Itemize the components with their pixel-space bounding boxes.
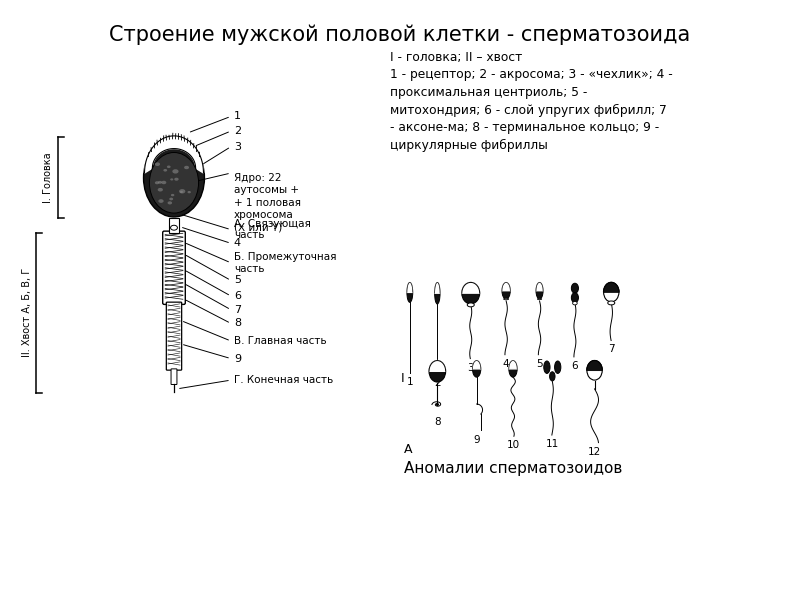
- Ellipse shape: [167, 171, 174, 175]
- Ellipse shape: [550, 372, 555, 381]
- Polygon shape: [536, 283, 543, 291]
- Ellipse shape: [608, 301, 614, 305]
- Ellipse shape: [143, 139, 205, 217]
- Ellipse shape: [183, 164, 189, 168]
- Polygon shape: [502, 283, 510, 291]
- Text: 10: 10: [506, 440, 519, 450]
- Ellipse shape: [573, 301, 578, 305]
- Polygon shape: [145, 136, 203, 173]
- Text: 1: 1: [234, 112, 241, 121]
- Text: 3: 3: [467, 362, 474, 373]
- Ellipse shape: [176, 188, 180, 191]
- Text: 8: 8: [234, 319, 241, 328]
- Text: Ядро: 22
аутосомы +
+ 1 половая
хромосома
(Х или Y): Ядро: 22 аутосомы + + 1 половая хромосом…: [234, 173, 301, 233]
- Ellipse shape: [160, 185, 163, 187]
- Text: 11: 11: [546, 439, 559, 449]
- Ellipse shape: [434, 283, 440, 304]
- Text: I: I: [401, 372, 405, 385]
- Text: II. Хвост А, Б, В, Г: II. Хвост А, Б, В, Г: [22, 268, 31, 358]
- Text: 5: 5: [536, 359, 543, 368]
- Ellipse shape: [167, 166, 173, 170]
- Text: А. Связующая
часть: А. Связующая часть: [234, 219, 311, 241]
- FancyBboxPatch shape: [166, 302, 182, 370]
- Ellipse shape: [186, 182, 192, 185]
- Text: 12: 12: [588, 446, 601, 457]
- Polygon shape: [434, 283, 440, 293]
- Text: Б. Промежуточная
часть: Б. Промежуточная часть: [234, 252, 337, 274]
- Text: 2: 2: [234, 126, 241, 136]
- Ellipse shape: [587, 361, 602, 380]
- Text: А: А: [404, 443, 412, 456]
- Text: 2: 2: [434, 378, 441, 388]
- Ellipse shape: [604, 283, 619, 302]
- Text: 3: 3: [234, 142, 241, 152]
- Text: 6: 6: [234, 291, 241, 301]
- Ellipse shape: [473, 361, 481, 377]
- Ellipse shape: [174, 168, 177, 170]
- Text: I. Головка: I. Головка: [43, 152, 53, 203]
- Ellipse shape: [504, 298, 509, 300]
- Ellipse shape: [544, 361, 550, 373]
- Ellipse shape: [150, 152, 198, 213]
- Polygon shape: [509, 361, 517, 369]
- Ellipse shape: [163, 187, 168, 190]
- Ellipse shape: [571, 283, 578, 293]
- Text: В. Главная часть: В. Главная часть: [234, 336, 326, 346]
- Text: I - головка; II – хвост
1 - рецептор; 2 - акросома; 3 - «чехлик»; 4 -
проксималь: I - головка; II – хвост 1 - рецептор; 2 …: [390, 51, 673, 152]
- Polygon shape: [473, 361, 481, 369]
- FancyBboxPatch shape: [169, 218, 179, 233]
- Ellipse shape: [502, 283, 510, 299]
- Ellipse shape: [188, 191, 193, 194]
- Ellipse shape: [554, 361, 561, 373]
- Polygon shape: [407, 283, 413, 292]
- Text: 7: 7: [608, 344, 614, 355]
- FancyBboxPatch shape: [171, 369, 177, 385]
- Text: Аномалии сперматозоидов: Аномалии сперматозоидов: [404, 461, 622, 476]
- Ellipse shape: [173, 170, 177, 173]
- Ellipse shape: [155, 166, 161, 170]
- Ellipse shape: [158, 193, 162, 196]
- Polygon shape: [587, 361, 602, 370]
- Ellipse shape: [536, 283, 543, 299]
- Text: 9: 9: [234, 353, 241, 364]
- Ellipse shape: [467, 303, 474, 307]
- Ellipse shape: [168, 187, 172, 190]
- Ellipse shape: [187, 182, 190, 185]
- Text: 9: 9: [474, 435, 480, 445]
- Ellipse shape: [170, 225, 178, 230]
- Ellipse shape: [161, 166, 166, 170]
- Ellipse shape: [462, 283, 480, 304]
- Text: 7: 7: [234, 305, 241, 315]
- Text: 6: 6: [571, 361, 578, 371]
- Ellipse shape: [509, 361, 517, 377]
- Ellipse shape: [173, 194, 176, 196]
- Ellipse shape: [407, 283, 413, 302]
- Text: 8: 8: [434, 417, 441, 427]
- Polygon shape: [429, 361, 446, 371]
- Ellipse shape: [429, 361, 446, 382]
- Ellipse shape: [571, 293, 578, 302]
- Ellipse shape: [187, 196, 191, 199]
- Text: 5: 5: [234, 275, 241, 286]
- Text: 1: 1: [406, 377, 413, 386]
- Ellipse shape: [178, 185, 183, 188]
- Text: Г. Конечная часть: Г. Конечная часть: [234, 375, 333, 385]
- Text: 4: 4: [234, 238, 241, 248]
- Polygon shape: [462, 283, 480, 293]
- FancyBboxPatch shape: [162, 231, 186, 304]
- Text: 4: 4: [503, 359, 510, 368]
- Ellipse shape: [538, 298, 542, 299]
- Text: Строение мужской половой клетки - сперматозоида: Строение мужской половой клетки - сперма…: [110, 25, 690, 45]
- Polygon shape: [604, 283, 619, 292]
